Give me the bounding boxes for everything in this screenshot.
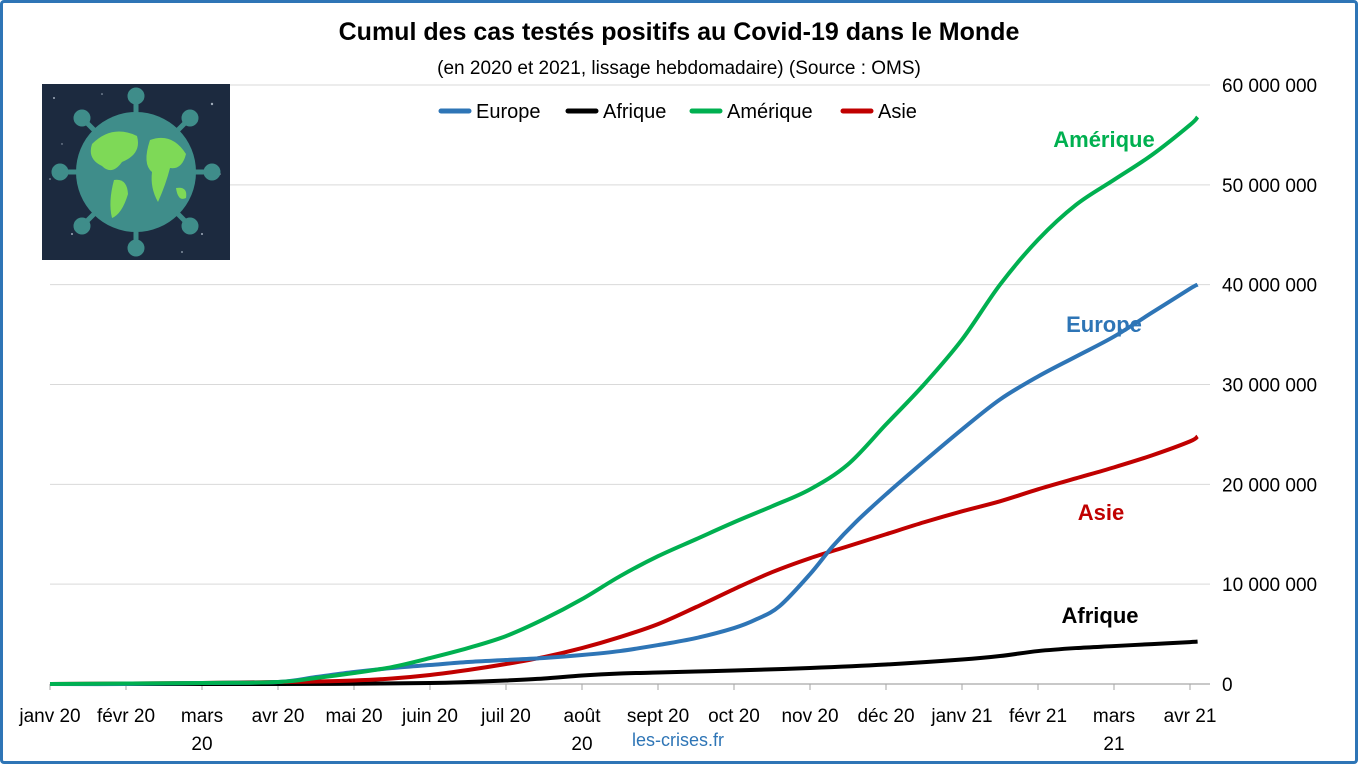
x-tick-label: juin 20 xyxy=(401,706,458,727)
x-tick-label: avr 21 xyxy=(1164,706,1217,727)
y-tick-label: 20 000 000 xyxy=(1222,475,1317,496)
x-tick-label: févr 21 xyxy=(1009,706,1067,727)
y-tick-label: 0 xyxy=(1222,675,1233,696)
x-tick-label: févr 20 xyxy=(97,706,155,727)
y-tick-label: 50 000 000 xyxy=(1222,176,1317,197)
y-tick-label: 40 000 000 xyxy=(1222,276,1317,297)
legend-label: Europe xyxy=(476,101,541,123)
series-lines xyxy=(49,115,1200,687)
x-tick-label: mars xyxy=(181,706,223,727)
virus-globe-image xyxy=(42,84,230,260)
y-axis: 0 10 000 000 20 000 000 30 000 000 40 000 00… xyxy=(1222,76,1317,696)
series-line-amérique xyxy=(49,115,1200,686)
legend-label: Amérique xyxy=(727,101,813,123)
end-label-amérique: Amérique xyxy=(1053,127,1154,152)
y-tick-label: 60 000 000 xyxy=(1222,76,1317,97)
y-tick-label: 10 000 000 xyxy=(1222,575,1317,596)
series-end-labels: Europe Afrique Amérique Asie xyxy=(1053,127,1154,628)
x-tick-label: sept 20 xyxy=(627,706,689,727)
legend-label: Afrique xyxy=(603,101,666,123)
end-label-afrique: Afrique xyxy=(1062,603,1139,628)
x-tick-label: janv 20 xyxy=(18,706,80,727)
x-tick-label: juil 20 xyxy=(480,706,531,727)
end-label-asie: Asie xyxy=(1078,500,1124,525)
x-tick-label: oct 20 xyxy=(708,706,760,727)
source-label: les-crises.fr xyxy=(632,730,725,750)
y-tick-label: 30 000 000 xyxy=(1222,376,1317,397)
x-tick-label: 20 xyxy=(571,734,592,755)
x-tick-label: mai 20 xyxy=(325,706,382,727)
series-line-asie xyxy=(49,434,1199,686)
chart-subtitle: (en 2020 et 2021, lissage hebdomadaire) … xyxy=(437,58,921,79)
gridlines xyxy=(50,84,1210,585)
legend-label: Asie xyxy=(878,101,917,123)
x-tick-label: nov 20 xyxy=(781,706,838,727)
legend: Europe Afrique Amérique Asie xyxy=(438,101,917,123)
x-tick-label: 20 xyxy=(191,734,212,755)
chart-title: Cumul des cas testés positifs au Covid-1… xyxy=(338,18,1020,46)
x-tick-label: août xyxy=(564,706,602,727)
x-tick-label: 21 xyxy=(1103,734,1124,755)
x-tick-label: déc 20 xyxy=(857,706,914,727)
x-axis: janv 20 févr 20 mars 20 avr 20 mai 20 juin 20 j… xyxy=(18,683,1217,755)
x-tick-label: avr 20 xyxy=(252,706,305,727)
series-line-afrique xyxy=(49,639,1198,687)
x-tick-label: mars xyxy=(1093,706,1135,727)
end-label-europe: Europe xyxy=(1066,312,1142,337)
x-tick-label: janv 21 xyxy=(930,706,992,727)
